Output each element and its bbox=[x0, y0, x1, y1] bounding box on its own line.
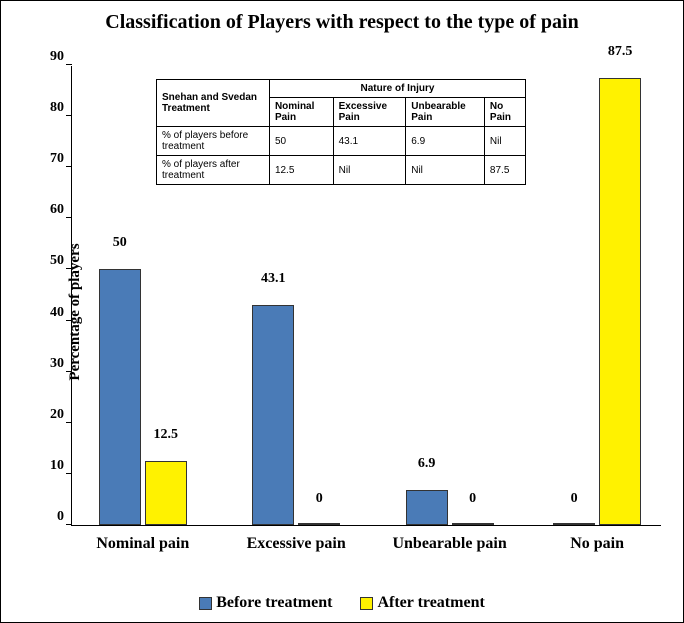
bar-value-label: 0 bbox=[469, 491, 476, 507]
table-col: No Pain bbox=[484, 98, 525, 127]
legend-item-after: After treatment bbox=[360, 594, 484, 612]
table-cell: 87.5 bbox=[484, 156, 525, 185]
x-tick-label: Unbearable pain bbox=[392, 535, 506, 553]
bar bbox=[406, 490, 448, 525]
bar-value-label: 0 bbox=[316, 491, 323, 507]
bar bbox=[145, 461, 187, 525]
y-tick bbox=[66, 524, 72, 525]
table-rowlabel: % of players before treatment bbox=[157, 127, 270, 156]
table-colhead-top: Nature of Injury bbox=[269, 80, 525, 98]
chart-title: Classification of Players with respect t… bbox=[1, 11, 683, 34]
x-tick-label: No pain bbox=[570, 535, 624, 553]
y-tick bbox=[66, 64, 72, 65]
y-tick bbox=[66, 422, 72, 423]
bar-value-label: 6.9 bbox=[418, 456, 436, 472]
legend-swatch-after bbox=[360, 597, 373, 610]
table-cell: 50 bbox=[269, 127, 333, 156]
legend-item-before: Before treatment bbox=[199, 594, 332, 612]
y-tick bbox=[66, 371, 72, 372]
table-col: Excessive Pain bbox=[333, 98, 406, 127]
table-cell: 43.1 bbox=[333, 127, 406, 156]
y-tick-label: 30 bbox=[40, 356, 64, 372]
table-col: Nominal Pain bbox=[269, 98, 333, 127]
bar bbox=[599, 78, 641, 525]
table-cell: Nil bbox=[406, 156, 485, 185]
legend-label-before: Before treatment bbox=[216, 594, 332, 611]
bar-value-label: 0 bbox=[571, 491, 578, 507]
bar-value-label: 87.5 bbox=[608, 44, 633, 60]
legend-swatch-before bbox=[199, 597, 212, 610]
x-tick-label: Excessive pain bbox=[247, 535, 346, 553]
y-tick bbox=[66, 166, 72, 167]
chart-container: Classification of Players with respect t… bbox=[0, 0, 684, 623]
bar-value-label: 43.1 bbox=[261, 271, 286, 287]
bar bbox=[298, 523, 340, 525]
bar bbox=[452, 523, 494, 525]
y-tick bbox=[66, 115, 72, 116]
bar-value-label: 50 bbox=[113, 235, 127, 251]
y-tick-label: 40 bbox=[40, 305, 64, 321]
y-tick-label: 10 bbox=[40, 458, 64, 474]
x-tick-label: Nominal pain bbox=[96, 535, 189, 553]
legend-label-after: After treatment bbox=[377, 594, 484, 611]
bar bbox=[252, 305, 294, 525]
data-table: Snehan and Svedan Treatment Nature of In… bbox=[156, 79, 526, 185]
y-tick-label: 50 bbox=[40, 253, 64, 269]
bar bbox=[553, 523, 595, 525]
y-tick bbox=[66, 320, 72, 321]
bar bbox=[99, 269, 141, 525]
bar-value-label: 12.5 bbox=[154, 427, 179, 443]
y-tick-label: 80 bbox=[40, 100, 64, 116]
y-tick-label: 60 bbox=[40, 202, 64, 218]
y-tick bbox=[66, 473, 72, 474]
table-cell: 12.5 bbox=[269, 156, 333, 185]
table-rowhead-top: Snehan and Svedan Treatment bbox=[157, 80, 270, 127]
legend: Before treatment After treatment bbox=[1, 594, 683, 612]
y-tick-label: 20 bbox=[40, 407, 64, 423]
y-tick-label: 90 bbox=[40, 49, 64, 65]
y-tick-label: 0 bbox=[40, 509, 64, 525]
table-cell: 6.9 bbox=[406, 127, 485, 156]
table-col: Unbearable Pain bbox=[406, 98, 485, 127]
table-rowlabel: % of players after treatment bbox=[157, 156, 270, 185]
y-tick bbox=[66, 268, 72, 269]
y-tick-label: 70 bbox=[40, 151, 64, 167]
y-tick bbox=[66, 217, 72, 218]
table-cell: Nil bbox=[333, 156, 406, 185]
table-cell: Nil bbox=[484, 127, 525, 156]
